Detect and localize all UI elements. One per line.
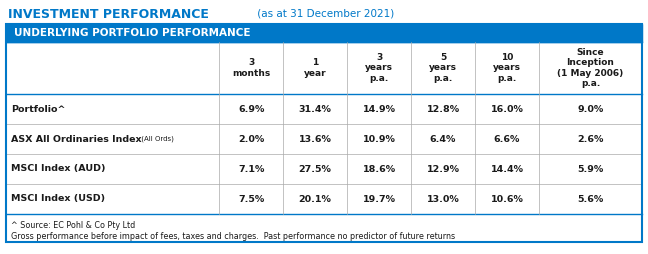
- Bar: [6, 184, 642, 214]
- Text: 5.6%: 5.6%: [577, 195, 603, 203]
- Text: 14.9%: 14.9%: [363, 104, 395, 114]
- Text: 5
years
p.a.: 5 years p.a.: [429, 53, 457, 83]
- Bar: [6, 42, 642, 94]
- Bar: [6, 154, 642, 184]
- Text: 10.9%: 10.9%: [363, 135, 395, 144]
- Text: INVESTMENT PERFORMANCE: INVESTMENT PERFORMANCE: [8, 8, 209, 21]
- Text: 20.1%: 20.1%: [299, 195, 332, 203]
- Text: (All Ords): (All Ords): [139, 136, 174, 142]
- Text: Portfolio^: Portfolio^: [11, 104, 65, 114]
- Text: 2.0%: 2.0%: [238, 135, 264, 144]
- Text: ^ Source: EC Pohl & Co Pty Ltd: ^ Source: EC Pohl & Co Pty Ltd: [11, 221, 135, 230]
- Text: Gross performance before impact of fees, taxes and charges.  Past performance no: Gross performance before impact of fees,…: [11, 232, 455, 241]
- Text: 6.9%: 6.9%: [238, 104, 264, 114]
- Bar: [6, 24, 642, 42]
- Text: 19.7%: 19.7%: [363, 195, 395, 203]
- Text: 5.9%: 5.9%: [577, 165, 603, 173]
- Text: Since
Inception
(1 May 2006)
p.a.: Since Inception (1 May 2006) p.a.: [557, 48, 623, 88]
- Bar: [6, 124, 642, 154]
- Text: MSCI Index (AUD): MSCI Index (AUD): [11, 165, 106, 173]
- Text: 14.4%: 14.4%: [491, 165, 524, 173]
- Text: 12.8%: 12.8%: [426, 104, 459, 114]
- Text: 2.6%: 2.6%: [577, 135, 604, 144]
- Text: 7.1%: 7.1%: [238, 165, 264, 173]
- Text: 10.6%: 10.6%: [491, 195, 524, 203]
- Bar: [6, 94, 642, 124]
- Text: 16.0%: 16.0%: [491, 104, 524, 114]
- Text: MSCI Index (USD): MSCI Index (USD): [11, 195, 105, 203]
- Text: 6.6%: 6.6%: [494, 135, 520, 144]
- Text: 3
years
p.a.: 3 years p.a.: [365, 53, 393, 83]
- Bar: [6, 24, 642, 242]
- Text: 12.9%: 12.9%: [426, 165, 459, 173]
- Text: 9.0%: 9.0%: [577, 104, 603, 114]
- Text: 18.6%: 18.6%: [362, 165, 396, 173]
- Text: (as at 31 December 2021): (as at 31 December 2021): [254, 9, 394, 19]
- Text: 3
months: 3 months: [232, 58, 270, 78]
- Text: 27.5%: 27.5%: [299, 165, 332, 173]
- Text: ASX All Ordinaries Index: ASX All Ordinaries Index: [11, 135, 142, 144]
- Text: 13.6%: 13.6%: [299, 135, 332, 144]
- Text: 13.0%: 13.0%: [426, 195, 459, 203]
- Text: 10
years
p.a.: 10 years p.a.: [493, 53, 521, 83]
- Text: 7.5%: 7.5%: [238, 195, 264, 203]
- Text: 31.4%: 31.4%: [299, 104, 332, 114]
- Text: 1
year: 1 year: [304, 58, 327, 78]
- Text: 6.4%: 6.4%: [430, 135, 456, 144]
- Text: UNDERLYING PORTFOLIO PERFORMANCE: UNDERLYING PORTFOLIO PERFORMANCE: [14, 28, 251, 38]
